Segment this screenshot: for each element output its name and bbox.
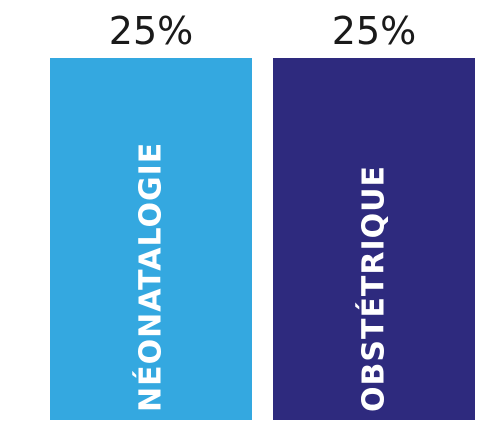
value-label: 25% <box>109 9 193 53</box>
bar-obstetrique <box>273 58 475 420</box>
category-label: NÉONATALOGIE <box>133 142 169 412</box>
value-label: 25% <box>332 9 416 53</box>
category-label: OBSTÉTRIQUE <box>356 165 392 412</box>
bar-neonatalogie <box>50 58 252 420</box>
